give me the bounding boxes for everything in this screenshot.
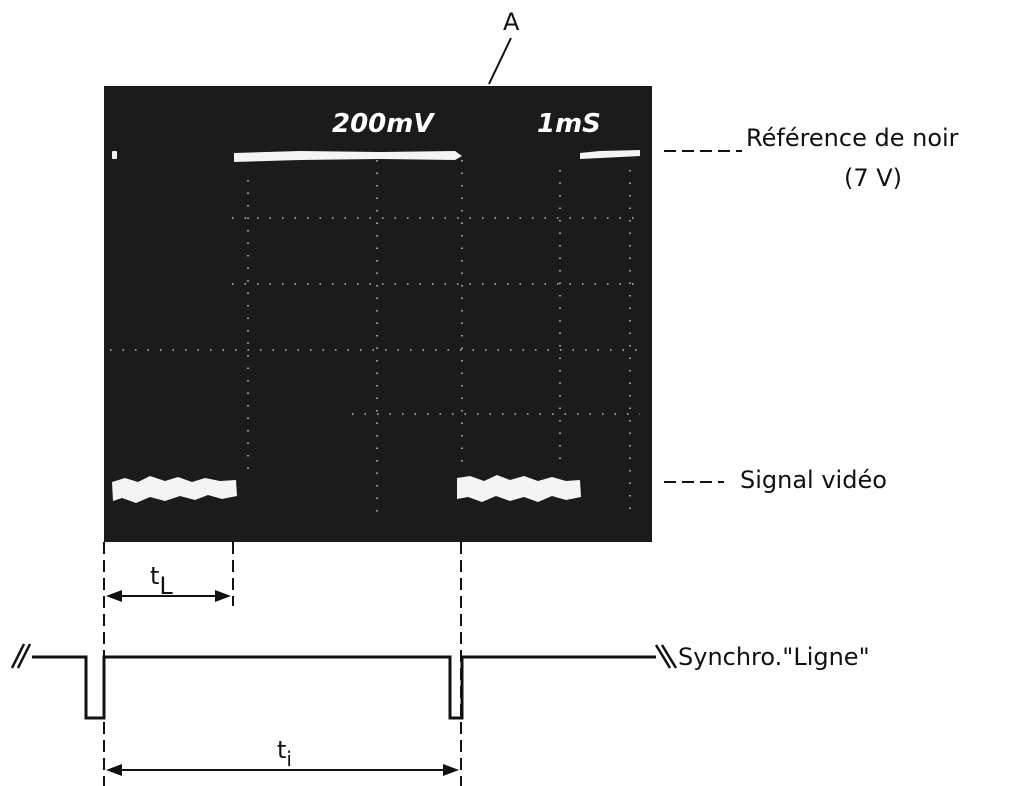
volts-per-div-readout: 200mV bbox=[332, 109, 435, 139]
video-signal-label: Signal vidéo bbox=[740, 466, 887, 494]
video-signal-trace bbox=[112, 475, 581, 503]
waveform-break-left bbox=[10, 643, 32, 669]
oscilloscope-screen bbox=[104, 86, 652, 542]
black-reference-label: Référence de noir bbox=[746, 124, 959, 152]
waveform-break-right bbox=[654, 644, 678, 669]
black-reference-trace bbox=[112, 150, 640, 162]
black-reference-value: (7 V) bbox=[844, 164, 902, 192]
tl-label: tL bbox=[150, 562, 173, 600]
time-per-div-readout: 1mS bbox=[537, 109, 601, 139]
line-sync-label: Synchro."Ligne" bbox=[678, 643, 870, 671]
graticule-grid bbox=[110, 160, 640, 520]
ti-label: ti bbox=[277, 736, 292, 771]
tl-dimension bbox=[106, 590, 231, 602]
marker-a-leader bbox=[488, 37, 512, 85]
guide-lines bbox=[103, 542, 462, 786]
line-sync-waveform bbox=[32, 655, 656, 720]
marker-a-label: A bbox=[503, 8, 520, 36]
ti-dimension bbox=[106, 764, 459, 776]
